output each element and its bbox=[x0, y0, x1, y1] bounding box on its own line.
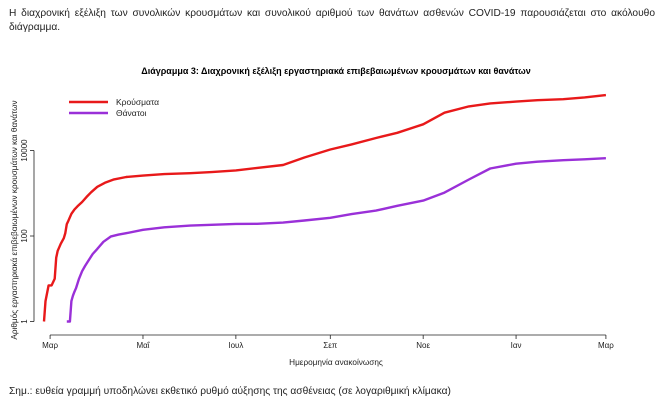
series-line-2 bbox=[66, 157, 606, 323]
x-tick-label: Ιαν bbox=[511, 341, 522, 350]
chart-title: Διάγραμμα 3: Διαχρονική εξέλιξη εργαστηρ… bbox=[141, 66, 531, 76]
y-axis-label: Αριθμός εργαστηριακά επιβεβαιωμένων κρου… bbox=[10, 100, 19, 339]
x-axis: Μαρ Μαΐ Ιουλ Σεπ Νοε Ιαν Μαρ bbox=[42, 334, 614, 350]
plot-area bbox=[42, 93, 607, 323]
footnote: Σημ.: ευθεία γραμμή υποδηλώνει εκθετικό … bbox=[9, 386, 451, 397]
y-tick-label: 1 bbox=[20, 319, 29, 324]
x-axis-label: Ημερομηνία ανακοίνωσης bbox=[289, 358, 383, 367]
series-line-1 bbox=[42, 93, 607, 322]
x-tick-label: Σεπ bbox=[323, 341, 338, 350]
y-axis: 1 100 10000 bbox=[20, 139, 35, 324]
x-tick-label: Μαΐ bbox=[136, 341, 150, 350]
legend-label: Θάνατοι bbox=[116, 108, 147, 118]
y-tick-label: 10000 bbox=[20, 139, 29, 162]
x-tick-label: Μαρ bbox=[42, 341, 58, 350]
y-tick-label: 100 bbox=[20, 229, 29, 243]
intro-paragraph: Η διαχρονική εξέλιξη των συνολικών κρουσ… bbox=[9, 8, 655, 33]
legend-label: Κρούσματα bbox=[116, 97, 159, 107]
x-tick-label: Νοε bbox=[416, 341, 430, 350]
x-tick-label: Ιουλ bbox=[228, 341, 243, 350]
x-tick-label: Μαρ bbox=[598, 341, 614, 350]
